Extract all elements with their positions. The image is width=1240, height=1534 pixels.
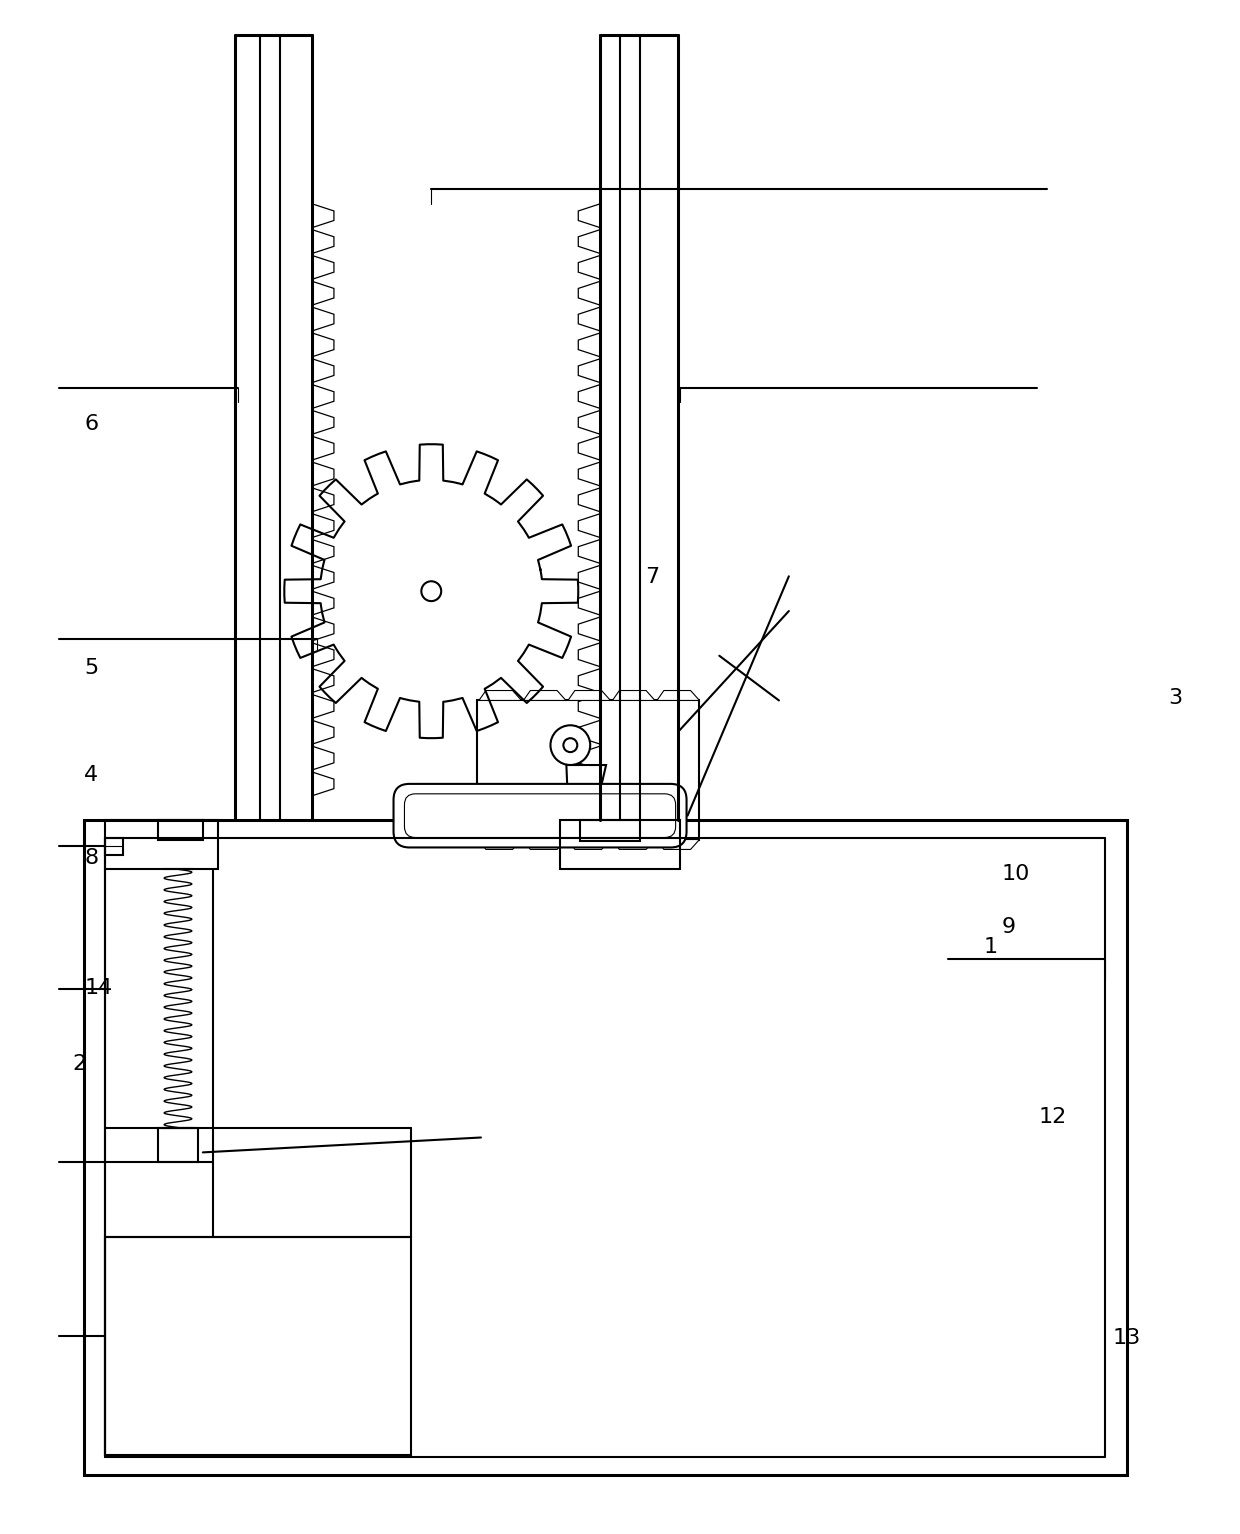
- Polygon shape: [312, 436, 334, 460]
- Polygon shape: [578, 540, 600, 563]
- Polygon shape: [312, 411, 334, 434]
- Polygon shape: [578, 746, 600, 770]
- Polygon shape: [312, 772, 334, 796]
- Polygon shape: [578, 307, 600, 331]
- Text: 1: 1: [983, 937, 997, 957]
- Bar: [105, 1236, 412, 1456]
- Polygon shape: [613, 690, 655, 701]
- Polygon shape: [312, 721, 334, 744]
- Text: 12: 12: [1039, 1108, 1066, 1127]
- Polygon shape: [312, 307, 334, 331]
- Polygon shape: [578, 617, 600, 641]
- Polygon shape: [312, 643, 334, 667]
- Polygon shape: [567, 765, 606, 819]
- Polygon shape: [568, 690, 610, 701]
- Polygon shape: [578, 566, 600, 589]
- Polygon shape: [523, 839, 565, 850]
- Bar: [159, 819, 203, 839]
- Polygon shape: [578, 230, 600, 253]
- Polygon shape: [312, 591, 334, 615]
- Polygon shape: [523, 690, 565, 701]
- Circle shape: [422, 581, 441, 601]
- Polygon shape: [312, 462, 334, 486]
- Text: 8: 8: [84, 848, 98, 868]
- Polygon shape: [578, 411, 600, 434]
- Polygon shape: [568, 839, 610, 850]
- Polygon shape: [578, 591, 600, 615]
- Polygon shape: [578, 359, 600, 382]
- Polygon shape: [312, 540, 334, 563]
- Polygon shape: [578, 721, 600, 744]
- Polygon shape: [312, 359, 334, 382]
- Polygon shape: [312, 385, 334, 408]
- Text: 4: 4: [84, 764, 98, 784]
- Polygon shape: [312, 669, 334, 692]
- Polygon shape: [312, 230, 334, 253]
- Text: 13: 13: [1112, 1328, 1141, 1348]
- Polygon shape: [578, 669, 600, 692]
- Bar: [83, 819, 1127, 1476]
- FancyBboxPatch shape: [393, 784, 687, 847]
- Polygon shape: [657, 690, 699, 701]
- Polygon shape: [578, 333, 600, 357]
- Text: 5: 5: [84, 658, 98, 678]
- Polygon shape: [657, 839, 699, 850]
- Polygon shape: [578, 204, 600, 227]
- Bar: [105, 819, 218, 870]
- Polygon shape: [479, 839, 522, 850]
- FancyBboxPatch shape: [404, 793, 676, 838]
- Text: 3: 3: [1168, 689, 1182, 709]
- Polygon shape: [578, 281, 600, 305]
- Polygon shape: [479, 690, 522, 701]
- Polygon shape: [312, 514, 334, 537]
- Bar: [105, 838, 123, 856]
- Polygon shape: [312, 695, 334, 718]
- Text: 9: 9: [1002, 917, 1016, 937]
- Circle shape: [551, 726, 590, 765]
- Polygon shape: [578, 643, 600, 667]
- Polygon shape: [578, 436, 600, 460]
- Polygon shape: [312, 256, 334, 279]
- Circle shape: [563, 738, 578, 752]
- Text: 14: 14: [84, 979, 113, 999]
- Polygon shape: [312, 204, 334, 227]
- Polygon shape: [578, 385, 600, 408]
- Bar: [580, 819, 640, 842]
- Polygon shape: [312, 333, 334, 357]
- Polygon shape: [312, 281, 334, 305]
- Polygon shape: [312, 488, 334, 512]
- Bar: [477, 701, 699, 839]
- Text: 6: 6: [84, 414, 98, 434]
- Bar: [159, 1127, 198, 1163]
- Polygon shape: [312, 746, 334, 770]
- Polygon shape: [578, 488, 600, 512]
- Text: 7: 7: [645, 566, 658, 586]
- Polygon shape: [578, 256, 600, 279]
- Text: 2: 2: [72, 1054, 86, 1074]
- Polygon shape: [578, 462, 600, 486]
- Polygon shape: [312, 566, 334, 589]
- Polygon shape: [578, 772, 600, 796]
- Polygon shape: [312, 617, 334, 641]
- Polygon shape: [578, 514, 600, 537]
- Bar: [560, 819, 680, 870]
- Polygon shape: [578, 695, 600, 718]
- Polygon shape: [613, 839, 655, 850]
- Text: 10: 10: [1002, 864, 1030, 884]
